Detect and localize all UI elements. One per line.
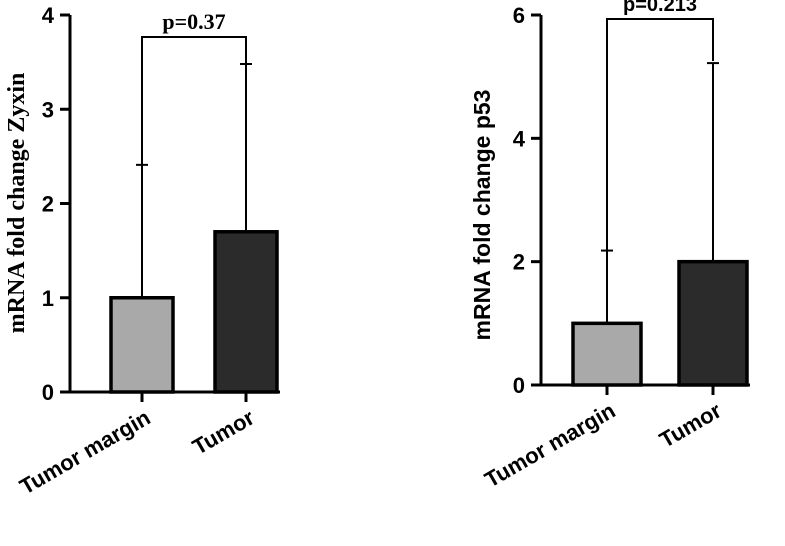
- chart-zyxin: mRNA fold change Zyxin 0 1 2 3 4 Tumor m…: [4, 3, 280, 499]
- y-tick-label: 2: [513, 250, 525, 275]
- y-tick-label: 4: [42, 3, 55, 28]
- bar-tumor-margin: [109, 296, 175, 394]
- bars: [571, 62, 749, 387]
- p-value-annotation: p=0.37: [162, 9, 225, 34]
- y-axis-ticks: 0 1 2 3 4: [42, 3, 55, 405]
- y-tick-label: 4: [513, 126, 526, 151]
- y-tick-label: 0: [513, 373, 525, 398]
- x-tick-label-tumor-margin: Tumor margin: [15, 405, 154, 500]
- y-tick-label: 2: [42, 192, 54, 217]
- x-tick-label-tumor: Tumor: [188, 404, 259, 459]
- bars: [109, 63, 279, 394]
- significance-bracket: [141, 36, 247, 200]
- significance-bracket: [606, 18, 714, 270]
- y-axis-ticks: 0 2 4 6: [513, 3, 526, 398]
- p-value-annotation: p=0.213: [623, 0, 697, 16]
- y-axis-label: mRNA fold change Zyxin: [4, 73, 30, 334]
- bar-tumor-margin: [571, 321, 643, 387]
- y-tick-label: 0: [42, 380, 54, 405]
- y-axis-label: mRNA fold change p53: [469, 90, 495, 341]
- bar-tumor: [677, 259, 749, 387]
- y-tick-label: 3: [42, 97, 54, 122]
- x-tick-label-tumor-margin: Tumor margin: [480, 398, 619, 493]
- y-tick-label: 6: [513, 3, 525, 28]
- x-tick-label-tumor: Tumor: [655, 397, 726, 452]
- bar-tumor: [213, 230, 279, 394]
- y-tick-label: 1: [42, 286, 54, 311]
- chart-p53: mRNA fold change p53 0 2 4 6 Tumor margi…: [469, 0, 750, 492]
